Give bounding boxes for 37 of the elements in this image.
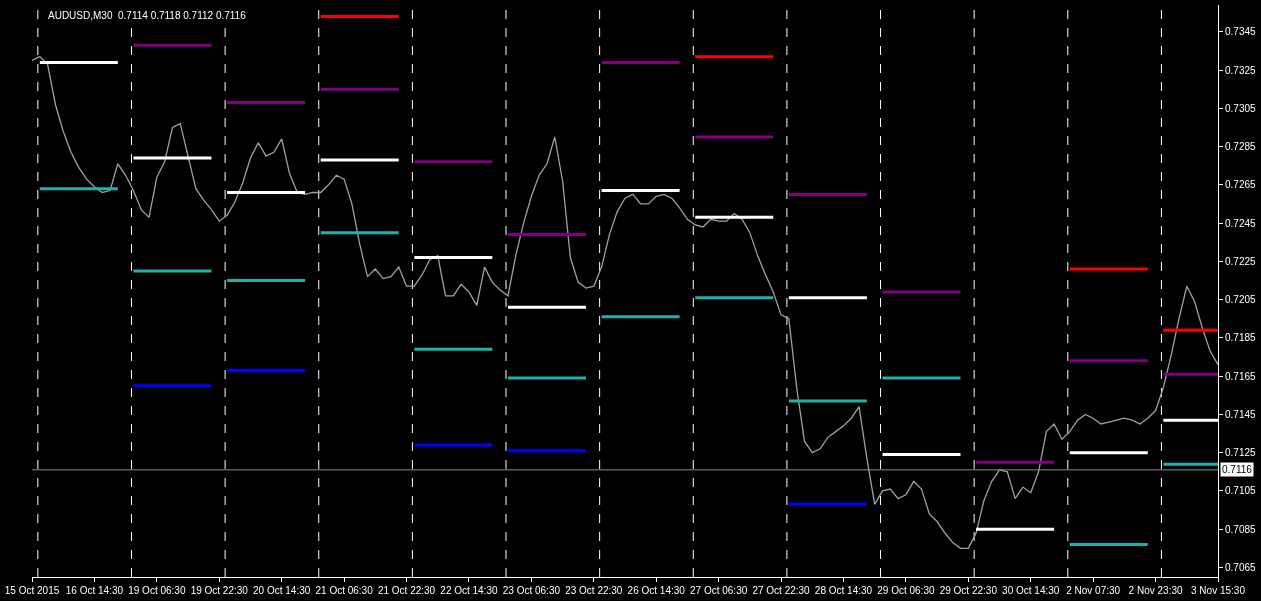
x-tick-label: 2 Nov 23:30 [1128,585,1183,596]
x-tick-label: 30 Oct 14:30 [1002,585,1060,596]
x-tick-label: 27 Oct 06:30 [690,585,748,596]
y-tick-label: 0.7245 [1225,217,1257,229]
x-tick-label: 19 Oct 06:30 [128,585,186,596]
y-tick-label: 0.7225 [1225,255,1257,267]
x-tick-label: 3 Nov 15:30 [1191,585,1246,596]
x-tick-label: 29 Oct 22:30 [939,585,998,596]
y-tick-label: 0.7145 [1225,408,1257,420]
y-tick-label: 0.7105 [1225,485,1257,497]
x-tick-label: 27 Oct 22:30 [752,585,811,596]
ref-line-label: 0.7116 [1222,464,1253,475]
x-tick-label: 23 Oct 22:30 [565,585,623,596]
y-tick-label: 0.7285 [1225,141,1257,153]
x-tick-label: 21 Oct 22:30 [377,585,436,596]
y-tick-label: 0.7065 [1225,561,1257,573]
x-tick-label: 19 Oct 22:30 [190,585,249,596]
y-tick-label: 0.7185 [1225,332,1257,344]
x-tick-label: 20 Oct 14:30 [253,585,311,596]
y-tick-label: 0.7165 [1225,370,1257,382]
x-tick-label: 22 Oct 14:30 [440,585,499,596]
x-tick-label: 28 Oct 14:30 [814,585,873,596]
y-tick-label: 0.7205 [1225,294,1257,306]
y-tick-label: 0.7325 [1225,64,1257,76]
x-tick-label: 15 Oct 2015 [4,585,60,596]
text: AUDUSD,M30 0.7114 0.7118 0.7112 0.7116 [48,10,247,21]
x-tick-label: 16 Oct 14:30 [65,585,124,596]
y-tick-label: 0.7085 [1225,523,1257,535]
x-tick-label: 21 Oct 06:30 [315,585,374,596]
y-tick-label: 0.7125 [1225,447,1257,459]
x-tick-label: 2 Nov 07:30 [1066,585,1121,596]
y-tick-label: 0.7265 [1225,179,1257,191]
x-tick-label: 29 Oct 06:30 [877,585,935,596]
x-tick-label: 23 Oct 06:30 [502,585,561,596]
y-tick-label: 0.7345 [1225,26,1257,38]
y-tick-label: 0.7305 [1225,102,1257,114]
x-tick-label: 26 Oct 14:30 [627,585,686,596]
